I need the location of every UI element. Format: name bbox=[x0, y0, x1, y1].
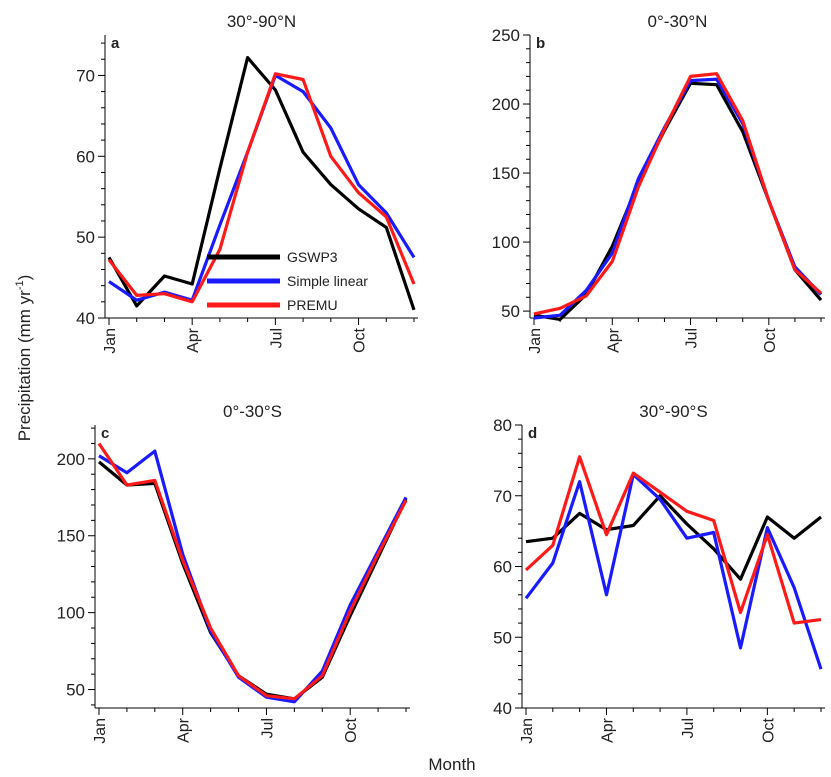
y-axis-label-sup: -1 bbox=[14, 280, 26, 290]
series-line-premu bbox=[533, 72, 823, 316]
y-tick-label: 50 bbox=[66, 681, 85, 700]
series-line-gswp3 bbox=[533, 81, 823, 321]
y-tick-label: 80 bbox=[493, 416, 512, 435]
x-tick-label: Apr bbox=[185, 327, 202, 353]
x-tick-label: Jul bbox=[259, 718, 276, 738]
x-tick-label: Apr bbox=[176, 717, 193, 743]
y-tick-label: 100 bbox=[492, 233, 520, 252]
y-tick-label: 250 bbox=[492, 26, 520, 45]
panel-letter: c bbox=[101, 425, 109, 442]
legend-label-simple-linear: Simple linear bbox=[287, 273, 368, 289]
y-tick-label: 50 bbox=[501, 302, 520, 321]
panel-letter: d bbox=[528, 425, 537, 442]
series-line-simple-linear bbox=[533, 77, 823, 320]
y-tick-label: 60 bbox=[76, 147, 95, 166]
legend-label-premu: PREMU bbox=[287, 297, 338, 313]
series-line-gswp3 bbox=[107, 55, 416, 311]
series-line-gswp3 bbox=[525, 494, 822, 581]
x-tick-label: Oct bbox=[762, 327, 779, 352]
series-line-simple-linear bbox=[524, 472, 823, 670]
x-tick-label: Oct bbox=[352, 327, 369, 352]
x-tick-label: Jan bbox=[527, 328, 544, 354]
y-tick-label: 50 bbox=[493, 628, 512, 647]
panel-title: 0°-30°S bbox=[223, 402, 282, 421]
y-tick-label: 150 bbox=[492, 164, 520, 183]
x-tick-label: Jul bbox=[680, 718, 697, 738]
y-axis-label: Precipitation (mm yr-1) bbox=[14, 275, 34, 442]
y-tick-label: 60 bbox=[493, 558, 512, 577]
legend-label-gswp3: GSWP3 bbox=[287, 249, 338, 265]
series-line-simple-linear bbox=[98, 449, 408, 704]
series-line-premu bbox=[107, 72, 416, 304]
panel-title: 0°-30°N bbox=[648, 12, 708, 31]
x-tick-label: Apr bbox=[599, 717, 616, 743]
x-tick-label: Jan bbox=[102, 328, 119, 354]
legend: GSWP3 Simple linear PREMU bbox=[207, 249, 368, 313]
series-line-gswp3 bbox=[97, 460, 408, 701]
y-tick-label: 150 bbox=[57, 527, 85, 546]
panel-b: b 0°-30°N 50 100 150 200 250 Jan Apr Jul Oct bbox=[492, 12, 825, 354]
y-tick-label: 40 bbox=[76, 309, 95, 328]
panels: a 30°-90°N 40 50 60 70 Jan Apr Jul Oct b 0°-30°N 50 1… bbox=[57, 12, 825, 744]
series-line-premu bbox=[97, 442, 408, 701]
y-axis-label-close: ) bbox=[15, 275, 34, 281]
panel-letter: b bbox=[536, 35, 545, 52]
series-line-premu bbox=[524, 455, 822, 625]
y-tick-label: 70 bbox=[76, 66, 95, 85]
x-tick-label: Jul bbox=[268, 328, 285, 348]
y-tick-label: 50 bbox=[76, 228, 95, 247]
y-tick-label: 200 bbox=[57, 450, 85, 469]
x-tick-label: Jan bbox=[92, 718, 109, 744]
x-axis-label: Month bbox=[428, 755, 475, 774]
panel-title: 30°-90°N bbox=[227, 12, 296, 31]
panel-letter: a bbox=[111, 35, 120, 52]
y-axis-label-main: Precipitation (mm yr bbox=[15, 290, 34, 441]
y-tick-label: 70 bbox=[493, 487, 512, 506]
panel-d: d 30°-90°S 40 50 60 70 80 Jan Apr Jul Oct bbox=[493, 402, 825, 744]
x-tick-label: Oct bbox=[760, 717, 777, 742]
x-tick-label: Jan bbox=[519, 718, 536, 744]
y-tick-label: 40 bbox=[493, 699, 512, 718]
panel-c: c 0°-30°S 50 100 150 200 Jan Apr Jul Oct bbox=[57, 402, 410, 744]
x-tick-label: Apr bbox=[605, 327, 622, 353]
panel-a: a 30°-90°N 40 50 60 70 Jan Apr Jul Oct bbox=[76, 12, 418, 354]
panel-title: 30°-90°S bbox=[639, 402, 707, 421]
y-tick-label: 200 bbox=[492, 95, 520, 114]
x-tick-label: Oct bbox=[343, 717, 360, 742]
x-tick-label: Jul bbox=[684, 328, 701, 348]
y-tick-label: 100 bbox=[57, 604, 85, 623]
